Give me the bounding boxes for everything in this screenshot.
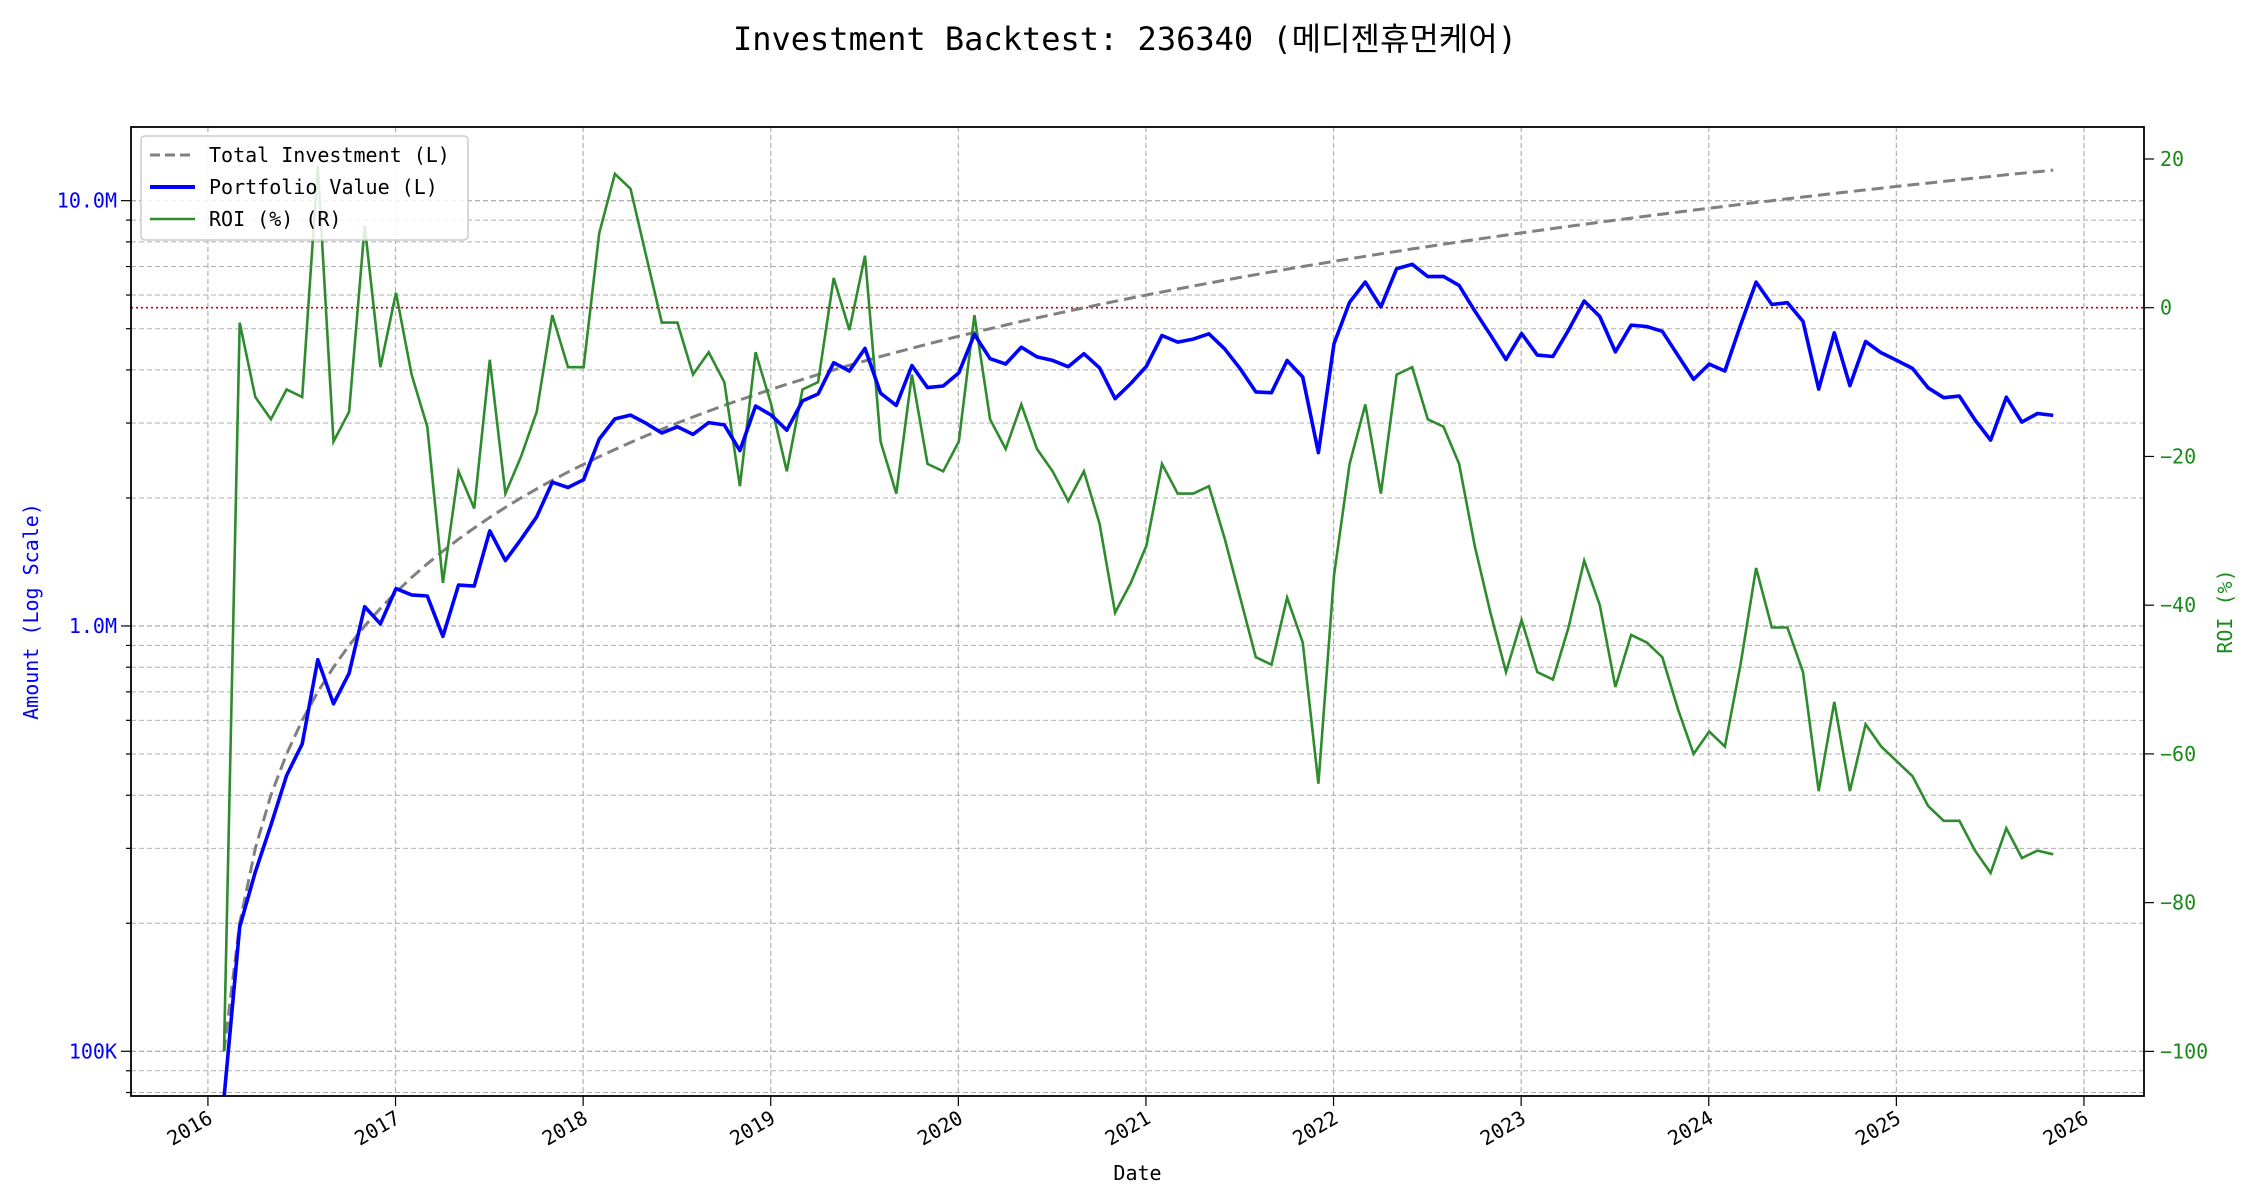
legend: Total Investment (L) Portfolio Value (L) R… <box>140 135 469 241</box>
right-tick-label: −40 <box>2160 593 2196 617</box>
series-lines <box>131 166 2144 1096</box>
x-tick-label: 2017 <box>350 1106 404 1151</box>
x-tick-label: 2019 <box>726 1106 780 1151</box>
legend-label: Total Investment (L) <box>209 143 450 167</box>
right-tick-label: −100 <box>2160 1039 2208 1063</box>
portfolio-value-line <box>222 262 2054 1096</box>
right-tick-label: −80 <box>2160 891 2196 915</box>
legend-label: Portfolio Value (L) <box>209 175 438 199</box>
left-tick-label: 1.0M <box>69 614 117 638</box>
left-axis-label: Amount (Log Scale) <box>19 503 43 720</box>
x-tick-label: 2023 <box>1476 1106 1530 1151</box>
right-tick-label: −20 <box>2160 444 2196 468</box>
chart-title: Investment Backtest: 236340 (메디젠휴먼케어) <box>732 20 1518 58</box>
right-tick-label: 20 <box>2160 147 2184 171</box>
x-tick-label: 2020 <box>913 1106 967 1151</box>
grid <box>131 127 2144 1096</box>
roi-line <box>222 166 2054 1052</box>
x-tick-label: 2024 <box>1664 1106 1718 1151</box>
x-tick-label: 2026 <box>2039 1106 2093 1151</box>
plot-frame <box>130 126 2145 1097</box>
right-tick-label: −60 <box>2160 742 2196 766</box>
right-axis-label: ROI (%) <box>2213 569 2237 653</box>
legend-label: ROI (%) (R) <box>209 207 341 231</box>
x-axis-label: Date <box>1113 1161 1161 1185</box>
x-tick-label: 2022 <box>1288 1106 1342 1151</box>
right-tick-label: 0 <box>2160 296 2172 320</box>
total-investment-line <box>222 168 2054 1052</box>
left-tick-label: 100K <box>69 1039 117 1063</box>
x-tick-label: 2021 <box>1101 1106 1155 1151</box>
legend-box <box>140 135 469 241</box>
x-tick-label: 2016 <box>163 1106 217 1151</box>
x-tick-label: 2025 <box>1851 1106 1905 1151</box>
x-tick-label: 2018 <box>538 1106 592 1151</box>
left-tick-label: 10.0M <box>57 189 117 213</box>
